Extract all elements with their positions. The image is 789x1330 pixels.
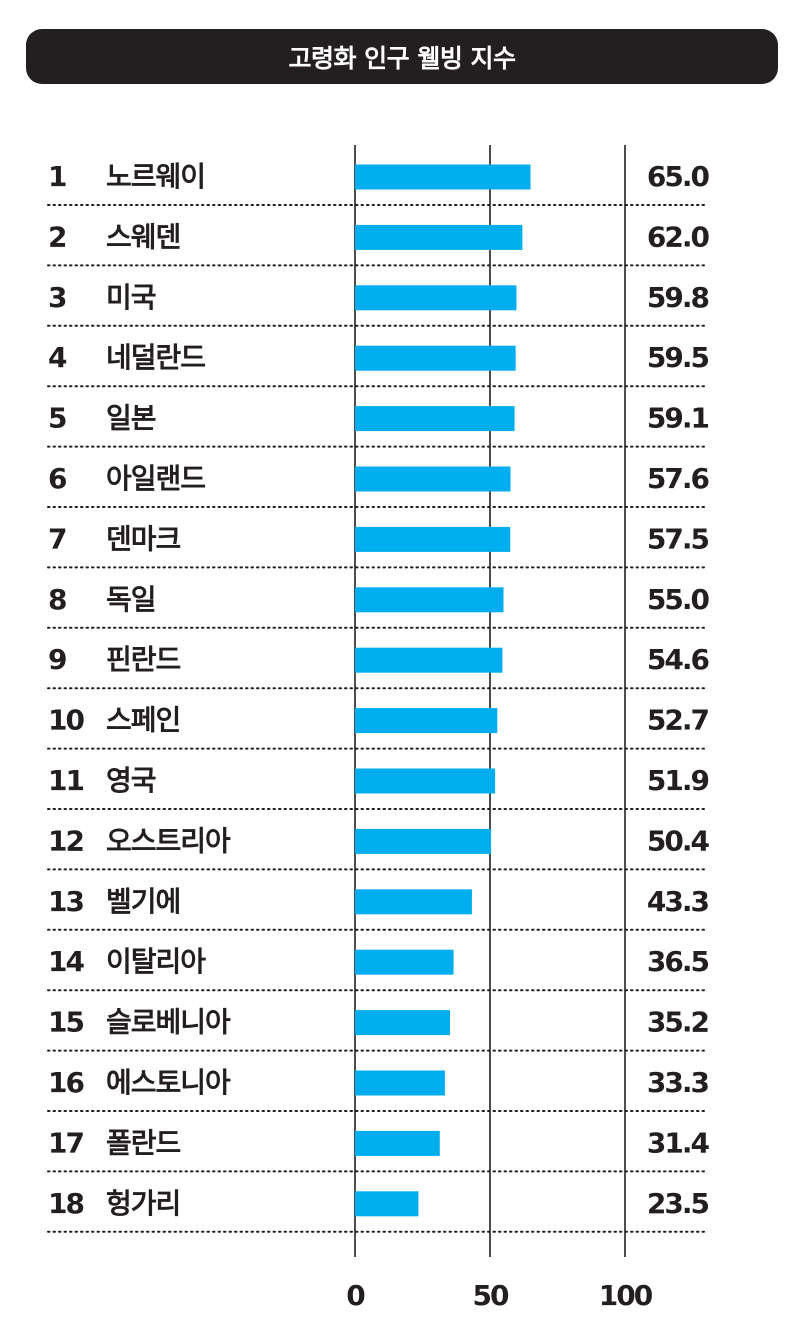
value-label: 50.4 (647, 824, 710, 857)
value-label: 51.9 (647, 764, 709, 797)
bar (355, 1191, 419, 1217)
rank-label: 16 (48, 1066, 83, 1099)
x-tick-label: 50 (473, 1279, 509, 1312)
value-label: 57.5 (647, 522, 709, 555)
category-label: 스페인 (106, 704, 180, 737)
x-tick-label: 0 (346, 1279, 365, 1312)
rank-label: 8 (48, 583, 66, 616)
category-label: 슬로베니아 (106, 1006, 231, 1039)
bar (355, 466, 511, 492)
value-label: 43.3 (647, 885, 709, 918)
bar (355, 1010, 451, 1036)
rank-label: 4 (48, 341, 67, 374)
category-label: 핀란드 (106, 643, 181, 676)
category-label: 오스트리아 (106, 824, 231, 857)
rank-label: 12 (48, 824, 83, 857)
rank-label: 18 (48, 1187, 83, 1220)
bar (355, 768, 496, 794)
category-label: 덴마크 (106, 522, 181, 555)
value-label: 57.6 (647, 462, 709, 495)
category-label: 독일 (106, 583, 156, 616)
bar (355, 1130, 440, 1156)
bar (355, 285, 517, 311)
rank-label: 13 (48, 885, 83, 918)
value-label: 59.1 (647, 402, 709, 435)
rank-label: 17 (48, 1126, 83, 1159)
category-label: 노르웨이 (106, 160, 205, 193)
bar (355, 406, 515, 432)
value-label: 35.2 (647, 1006, 709, 1039)
rank-label: 14 (48, 945, 84, 978)
value-label: 33.3 (647, 1066, 709, 1099)
category-label: 스웨덴 (106, 220, 181, 253)
category-label: 에스토니아 (106, 1066, 231, 1099)
category-label: 영국 (106, 764, 156, 797)
rank-label: 2 (48, 220, 66, 253)
category-label: 미국 (106, 281, 156, 314)
value-label: 23.5 (647, 1187, 709, 1220)
rank-label: 5 (48, 402, 66, 435)
rank-label: 11 (48, 764, 83, 797)
category-label: 이탈리아 (106, 945, 206, 978)
value-label: 59.8 (647, 281, 709, 314)
bar (355, 224, 523, 250)
rank-label: 3 (48, 281, 66, 314)
value-label: 31.4 (647, 1126, 710, 1159)
bar (355, 164, 531, 190)
bar (355, 587, 504, 613)
rank-label: 9 (48, 643, 66, 676)
value-label: 36.5 (647, 945, 709, 978)
value-label: 55.0 (647, 583, 710, 616)
category-label: 네덜란드 (106, 341, 205, 374)
category-label: 폴란드 (106, 1126, 181, 1159)
bar (355, 647, 503, 673)
category-label: 헝가리 (106, 1187, 180, 1220)
value-label: 62.0 (647, 220, 710, 253)
rank-label: 7 (48, 522, 66, 555)
bar (355, 708, 498, 734)
rank-label: 10 (48, 704, 84, 737)
chart-title: 고령화 인구 웰빙 지수 (288, 43, 516, 73)
category-label: 아일랜드 (106, 462, 205, 495)
value-label: 52.7 (647, 704, 709, 737)
value-label: 54.6 (647, 643, 709, 676)
category-label: 벨기에 (106, 885, 180, 918)
rank-label: 15 (48, 1006, 83, 1039)
chart-title-bar: 고령화 인구 웰빙 지수 (26, 29, 778, 84)
rank-label: 1 (48, 160, 66, 193)
bar (355, 889, 472, 915)
rank-label: 6 (48, 462, 66, 495)
x-tick-label: 100 (599, 1279, 653, 1312)
bar (355, 526, 511, 552)
bar (355, 949, 454, 975)
value-label: 65.0 (647, 160, 710, 193)
category-label: 일본 (106, 402, 156, 435)
bar (355, 828, 492, 854)
value-label: 59.5 (647, 341, 709, 374)
bar (355, 1070, 445, 1096)
bar (355, 345, 516, 371)
